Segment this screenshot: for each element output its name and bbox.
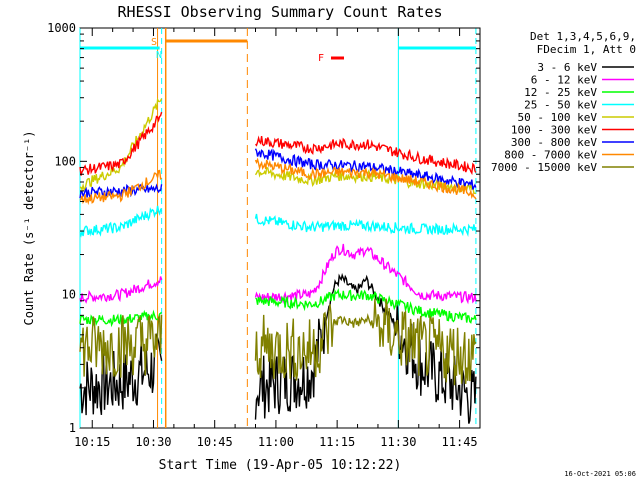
x-tick-label: 11:45	[442, 435, 478, 449]
series-7000-15000-kev	[79, 298, 477, 386]
legend-label: 100 - 300 keV	[511, 124, 597, 137]
legend-item: 3 - 6 keV	[537, 61, 634, 74]
saa-marker-label: S	[151, 37, 157, 48]
series-line	[79, 97, 163, 192]
legend-item: 100 - 300 keV	[511, 124, 634, 137]
legend-label: 800 - 7000 keV	[504, 149, 597, 162]
x-tick-label: 10:45	[197, 435, 233, 449]
legend-label: 25 - 50 keV	[524, 99, 597, 112]
series-line	[79, 276, 163, 304]
legend-label: 50 - 100 keV	[518, 111, 598, 124]
x-tick-label: 10:30	[135, 435, 171, 449]
legend-label: 7000 - 15000 keV	[491, 161, 597, 174]
x-tick-label: 10:15	[74, 435, 110, 449]
legend-header-line-2: FDecim 1, Att 0	[537, 43, 636, 56]
series-line	[254, 213, 477, 238]
legend-item: 300 - 800 keV	[511, 136, 634, 149]
legend-item: 12 - 25 keV	[524, 86, 634, 99]
series-line	[79, 309, 163, 328]
series-line	[254, 157, 477, 200]
night-marker-label: N	[156, 50, 162, 61]
legend-header-line-1: Det 1,3,4,5,6,9,	[530, 30, 636, 43]
flare-marker-label: F	[318, 53, 324, 64]
series-25-50-kev	[79, 205, 477, 238]
series-line	[79, 314, 163, 378]
legend-item: 800 - 7000 keV	[504, 149, 634, 162]
legend-item: 7000 - 15000 keV	[491, 161, 634, 174]
series-line	[79, 183, 163, 200]
x-axis: 10:15 10:30 10:45 11:00 11:15 11:30 11:45	[74, 28, 481, 449]
plot-area: SN F	[79, 27, 481, 429]
legend-item: 50 - 100 keV	[518, 111, 634, 124]
series-line	[79, 205, 163, 238]
series-line	[254, 148, 477, 190]
y-axis: 1 10 100 1000	[47, 21, 480, 435]
series-line	[254, 166, 477, 195]
series-50-100-kev	[79, 97, 477, 195]
chart-title: RHESSI Observing Summary Count Rates	[117, 3, 442, 21]
series-line	[254, 298, 477, 386]
legend-label: 3 - 6 keV	[537, 61, 597, 74]
y-tick-label: 100	[54, 154, 76, 168]
legend-label: 12 - 25 keV	[524, 86, 597, 99]
series-line	[79, 111, 163, 176]
legend-item: 6 - 12 keV	[531, 74, 634, 87]
y-tick-label: 10	[62, 288, 76, 302]
x-tick-label: 11:15	[319, 435, 355, 449]
x-axis-label: Start Time (19-Apr-05 10:12:22)	[159, 458, 402, 473]
series-800-7000-kev	[79, 157, 477, 206]
series-100-300-kev	[79, 111, 477, 176]
legend-label: 6 - 12 keV	[531, 74, 598, 87]
y-tick-label: 1	[69, 421, 76, 435]
series-line	[254, 272, 477, 424]
series-line	[255, 288, 477, 324]
legend: Det 1,3,4,5,6,9, FDecim 1, Att 0 3 - 6 k…	[491, 30, 636, 174]
series-line	[79, 169, 163, 206]
series-3-6-kev	[79, 272, 477, 424]
series-12-25-kev	[79, 288, 477, 328]
y-tick-label: 1000	[47, 21, 76, 35]
legend-item: 25 - 50 keV	[524, 99, 634, 112]
legend-label: 300 - 800 keV	[511, 136, 597, 149]
x-tick-label: 11:30	[380, 435, 416, 449]
y-axis-label: Count Rate (s⁻¹ detector⁻¹)	[22, 130, 36, 325]
x-tick-label: 11:00	[258, 435, 294, 449]
footer-date: 16-Oct-2021 05:06	[564, 470, 636, 478]
series-6-12-kev	[79, 243, 477, 305]
series-300-800-kev	[79, 148, 477, 200]
series-line	[254, 243, 477, 305]
series-line	[255, 135, 477, 176]
series-line	[79, 332, 163, 416]
